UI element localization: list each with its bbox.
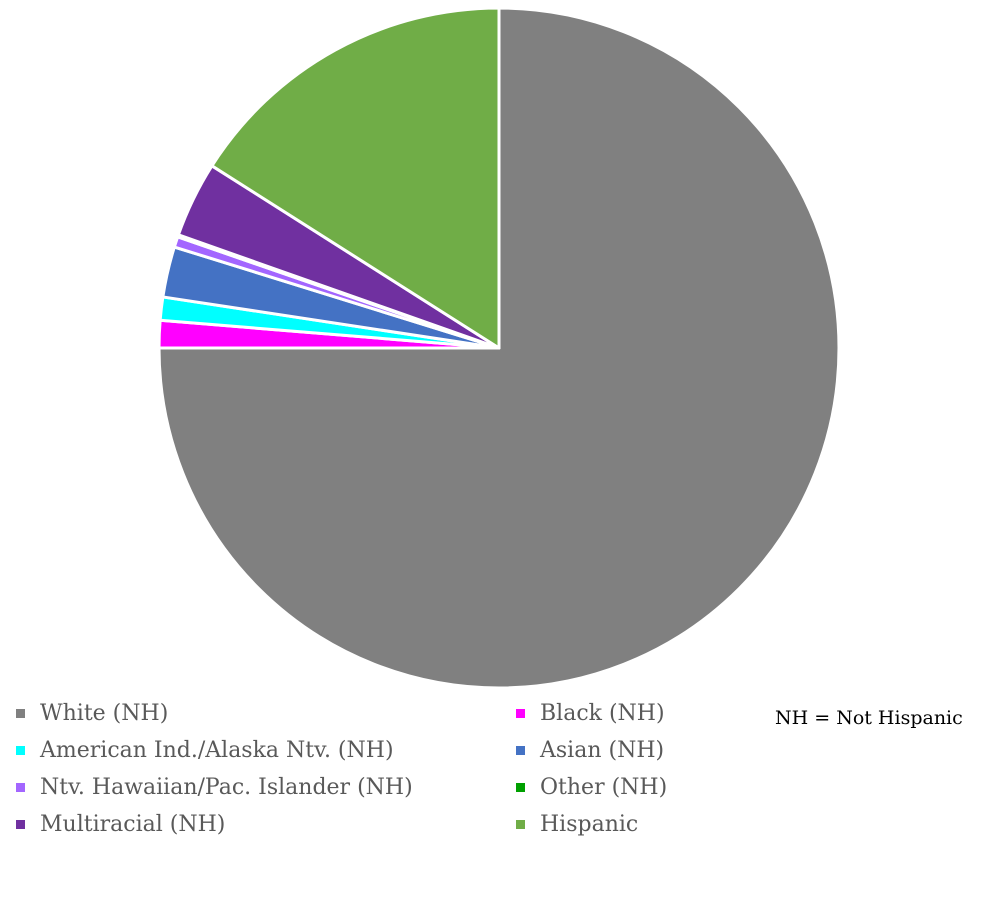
legend-item: Hispanic (516, 809, 638, 839)
legend-label: Ntv. Hawaiian/Pac. Islander (NH) (40, 774, 413, 800)
legend-swatch (16, 819, 25, 829)
legend-label: Multiracial (NH) (40, 811, 226, 837)
legend-swatch (16, 708, 25, 718)
pie-chart (157, 6, 841, 690)
legend-label: Black (NH) (540, 700, 665, 726)
legend-item: Black (NH) (516, 698, 665, 728)
legend-swatch (516, 745, 525, 755)
legend-label: White (NH) (40, 700, 169, 726)
legend-label: Other (NH) (540, 774, 668, 800)
legend-item: Multiracial (NH) (16, 809, 225, 839)
legend-item: Asian (NH) (516, 735, 664, 765)
legend-item: American Ind./Alaska Ntv. (NH) (16, 735, 394, 765)
legend-item: White (NH) (16, 698, 168, 728)
annotation-note: NH = Not Hispanic (775, 707, 963, 729)
legend-label: Asian (NH) (540, 737, 665, 763)
legend-item: Ntv. Hawaiian/Pac. Islander (NH) (16, 772, 413, 802)
pie-slice (210, 6, 501, 350)
legend-swatch (516, 782, 525, 792)
legend-label: Hispanic (540, 811, 639, 837)
legend-swatch (16, 745, 25, 755)
legend-swatch (16, 782, 25, 792)
legend-item: Other (NH) (516, 772, 667, 802)
legend-swatch (516, 819, 525, 829)
legend-swatch (516, 708, 525, 718)
legend-label: American Ind./Alaska Ntv. (NH) (40, 737, 394, 763)
